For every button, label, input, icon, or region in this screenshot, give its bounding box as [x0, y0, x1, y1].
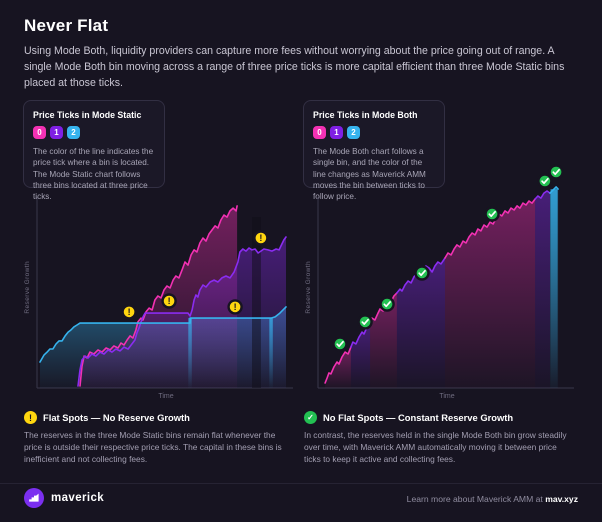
page-title: Never Flat	[24, 16, 109, 35]
tick-badges: 0 1 2	[313, 126, 435, 139]
caption-flat-spots: ! Flat Spots — No Reserve Growth The res…	[24, 411, 294, 466]
x-axis-label: Time	[158, 393, 174, 400]
maverick-logo: maverick	[24, 488, 104, 508]
tick-badge-0: 0	[33, 126, 46, 139]
series-line-price-tick-0-bin	[79, 205, 238, 387]
legend-card-mode-static: Price Ticks in Mode Static 0 1 2 The col…	[23, 100, 165, 201]
caption-body: In contrast, the reserves held in the si…	[304, 430, 567, 464]
mavxyz-link[interactable]: mav.xyz	[545, 494, 578, 504]
page-subtitle: Using Mode Both, liquidity providers can…	[24, 45, 565, 89]
exclamation-icon: !	[24, 411, 37, 424]
flat-spot-marker: !	[227, 299, 243, 315]
series-line-at-tick-0	[324, 346, 352, 384]
growth-check-marker	[379, 296, 395, 312]
legend-card-mode-both: Price Ticks in Mode Both 0 1 2 The Mode …	[303, 100, 445, 201]
growth-check-marker	[548, 164, 564, 180]
flat-spot-marker: !	[253, 230, 269, 246]
growth-check-marker	[332, 336, 348, 352]
tick-badge-1: 1	[50, 126, 63, 139]
series-line-at-tick-2	[549, 186, 559, 194]
legend-card-title: Price Ticks in Mode Static	[33, 110, 142, 120]
flat-spot-marker: !	[121, 304, 137, 320]
caption-body: The reserves in the three Mode Static bi…	[24, 430, 282, 464]
legend-card-title: Price Ticks in Mode Both	[313, 110, 418, 120]
brand-name: maverick	[51, 492, 105, 504]
caption-title: No Flat Spots — Constant Reserve Growth	[323, 412, 514, 423]
area-fill	[78, 237, 286, 388]
series-line-price-tick-2-bin	[39, 306, 287, 363]
svg-text:!: !	[168, 296, 171, 306]
caption-title: Flat Spots — No Reserve Growth	[43, 412, 190, 423]
tick-badge-2: 2	[347, 126, 360, 139]
tick-badge-2: 2	[67, 126, 80, 139]
area-fill	[350, 323, 371, 388]
series-line-price-tick-1-bin	[77, 236, 287, 387]
legend-card-body: The Mode Both chart follows a single bin…	[313, 147, 426, 202]
area-fill	[445, 199, 536, 388]
footer-divider	[0, 483, 602, 484]
legend-card-body: The color of the line indicates the pric…	[33, 147, 154, 202]
check-icon: ✓	[304, 411, 317, 424]
chart-mode-both: Reserve Growth Time	[304, 164, 576, 407]
area-fill	[325, 347, 351, 388]
tick-badge-1: 1	[330, 126, 343, 139]
caption-no-flat-spots: ✓ No Flat Spots — Constant Reserve Growt…	[304, 411, 574, 466]
series-line-at-tick-0	[444, 198, 536, 259]
area-fill	[396, 258, 445, 388]
y-axis-label: Reserve Growth	[24, 261, 31, 314]
growth-check-marker	[484, 206, 500, 222]
series-line-at-tick-1	[534, 190, 551, 200]
chart-mode-static: Reserve Growth !!!! Time	[23, 195, 295, 407]
area-fill	[535, 191, 550, 388]
tick-badge-0: 0	[313, 126, 326, 139]
growth-check-marker	[537, 173, 553, 189]
svg-text:!: !	[259, 233, 262, 243]
x-axis-label: Time	[439, 393, 455, 400]
growth-check-marker	[357, 314, 373, 330]
maverick-logo-icon	[24, 488, 44, 508]
footer-note: Learn more about Maverick AMM at mav.xyz	[407, 494, 578, 504]
tick-badges: 0 1 2	[33, 126, 155, 139]
y-axis-label: Reserve Growth	[305, 261, 312, 314]
reserve-growth-chart-svg: !!!!	[36, 197, 293, 389]
footer-note-text: Learn more about Maverick AMM at	[406, 494, 546, 504]
svg-text:!: !	[128, 307, 131, 317]
reserve-growth-chart-svg	[317, 164, 574, 389]
svg-text:!: !	[234, 302, 237, 312]
flat-spot-marker: !	[161, 293, 177, 309]
growth-check-marker	[414, 265, 430, 281]
